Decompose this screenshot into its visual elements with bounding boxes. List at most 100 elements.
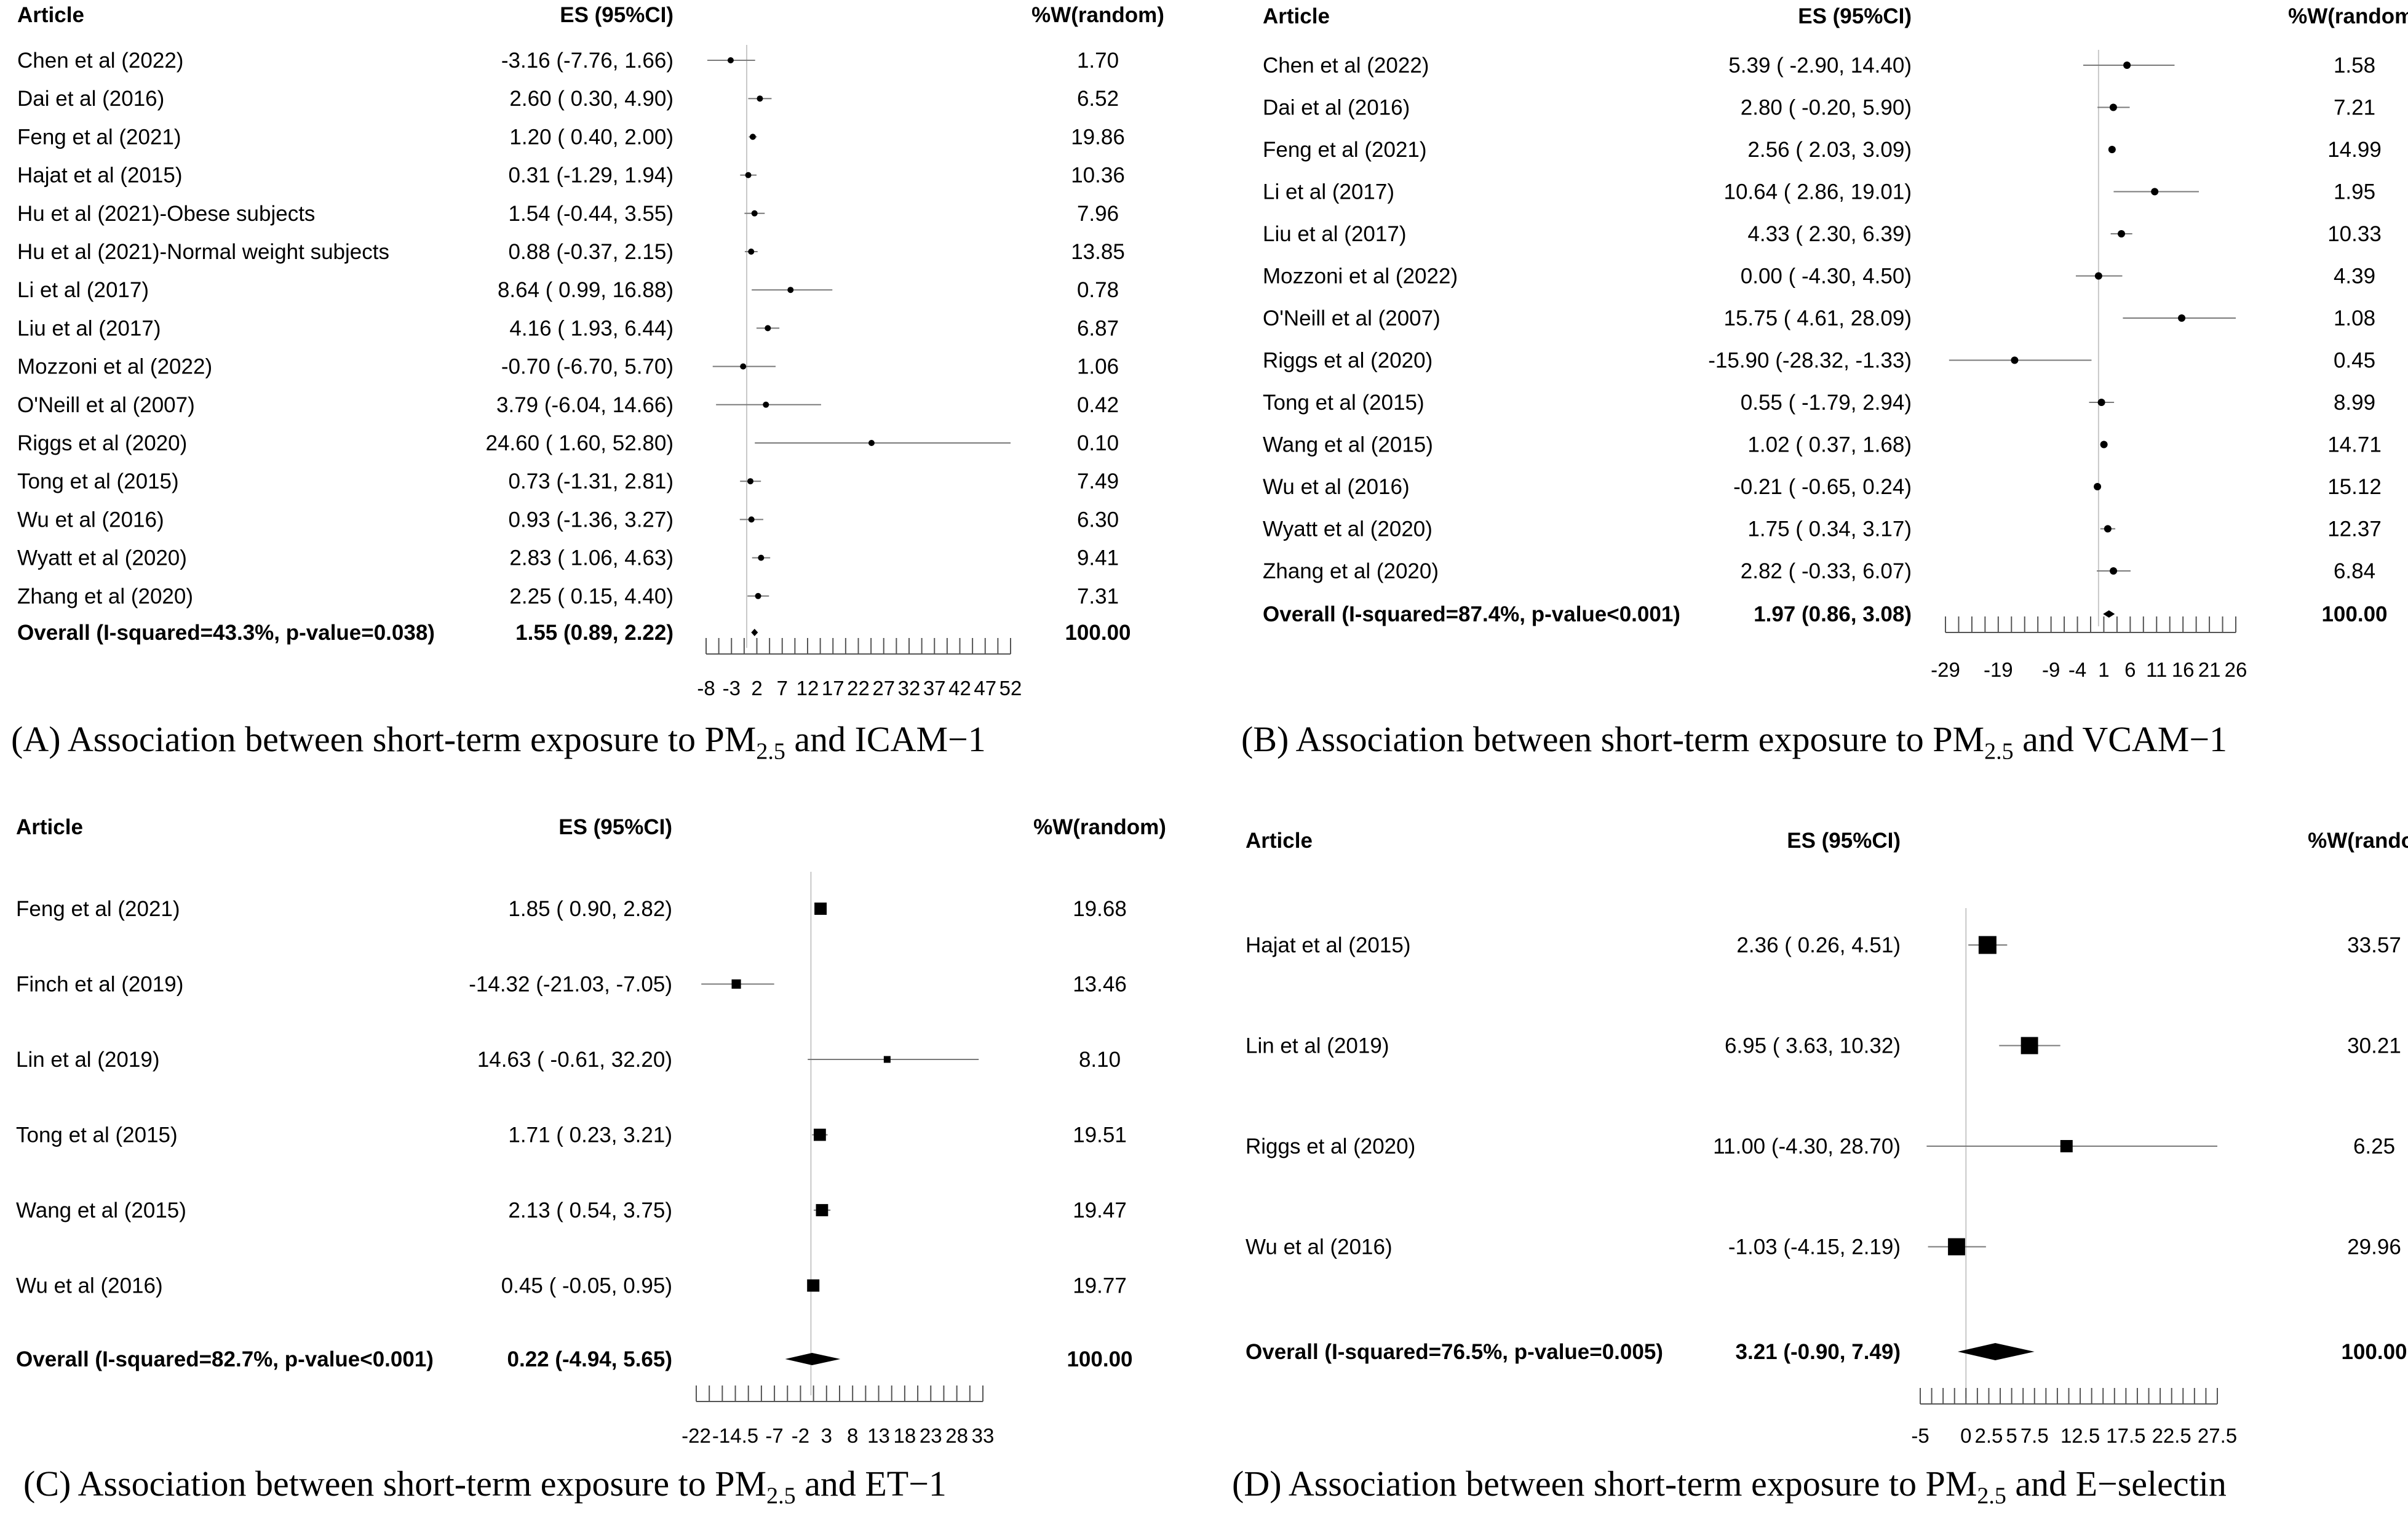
study-es-ci: 2.60 ( 0.30, 4.90) — [509, 87, 674, 111]
study-es-ci: 4.16 ( 1.93, 6.44) — [509, 316, 674, 340]
study-es-ci: -0.70 (-6.70, 5.70) — [501, 355, 674, 379]
point-estimate — [2151, 188, 2159, 196]
point-estimate — [2011, 356, 2019, 364]
x-tick-label: 17.5 — [2106, 1424, 2145, 1447]
overall-weight: 100.00 — [2321, 602, 2387, 626]
study-label: Zhang et al (2020) — [17, 584, 193, 608]
study-weight: 14.71 — [2327, 433, 2382, 457]
study-label: Hu et al (2021)-Obese subjects — [17, 202, 315, 226]
study-weight: 0.45 — [2334, 349, 2375, 373]
point-estimate — [2104, 525, 2112, 533]
study-es-ci: 0.88 (-0.37, 2.15) — [509, 240, 674, 264]
point-estimate — [763, 401, 769, 408]
point-estimate — [757, 95, 763, 102]
study-weight: 9.41 — [1077, 546, 1119, 570]
study-weight: 19.51 — [1073, 1123, 1127, 1147]
study-weight: 13.85 — [1071, 240, 1125, 264]
study-label: Wu et al (2016) — [1263, 475, 1410, 499]
x-tick-label: 52 — [999, 677, 1022, 700]
overall-diamond — [1957, 1343, 2035, 1360]
overall-diamond — [751, 629, 758, 636]
study-weight: 6.30 — [1077, 508, 1119, 532]
study-es-ci: 0.55 ( -1.79, 2.94) — [1741, 391, 1912, 415]
study-es-ci: 6.95 ( 3.63, 10.32) — [1725, 1034, 1901, 1058]
x-tick-label: 22 — [847, 677, 870, 700]
forest-plot-a: Article ES (95%CI) %W(random) Chen et al (2… — [0, 0, 1206, 708]
study-es-ci: 11.00 (-4.30, 28.70) — [1713, 1134, 1901, 1158]
point-estimate — [2060, 1140, 2073, 1152]
study-es-ci: -14.32 (-21.03, -7.05) — [469, 973, 672, 997]
x-tick-label: 33 — [972, 1424, 995, 1447]
study-weight: 1.58 — [2334, 54, 2375, 78]
study-label: Feng et al (2021) — [17, 125, 181, 149]
x-tick-label: 17 — [822, 677, 844, 700]
caption-d: (D) Association between short-term expos… — [1232, 1464, 2227, 1509]
study-weight: 6.52 — [1077, 87, 1119, 111]
point-estimate — [2178, 314, 2186, 322]
header-weight: %W(random) — [2288, 4, 2408, 28]
forest-plot-d: Article ES (95%CI) %W(random) Hajat et al (… — [1230, 800, 2408, 1447]
study-label: O'Neill et al (2007) — [1263, 306, 1440, 330]
x-tick-label: -2 — [792, 1424, 809, 1447]
point-estimate — [883, 1056, 891, 1063]
forest-plot-c: Article ES (95%CI) %W(random) Feng et al (2… — [0, 800, 1206, 1447]
x-tick-label: 26 — [2225, 658, 2247, 681]
x-tick-label: 5 — [2006, 1424, 2017, 1447]
study-es-ci: 2.13 ( 0.54, 3.75) — [508, 1198, 672, 1222]
x-tick-label: -4 — [2068, 658, 2086, 681]
point-estimate — [748, 516, 755, 523]
study-es-ci: -15.90 (-28.32, -1.33) — [1708, 349, 1912, 373]
x-tick-label: -5 — [1911, 1424, 1929, 1447]
header-weight: %W(random) — [1033, 815, 1166, 839]
point-estimate — [2094, 483, 2102, 490]
overall-es-ci: 1.97 (0.86, 3.08) — [1754, 602, 1912, 626]
point-estimate — [2094, 272, 2102, 280]
study-es-ci: 15.75 ( 4.61, 28.09) — [1724, 306, 1912, 330]
study-weight: 6.84 — [2334, 559, 2375, 583]
study-weight: 7.21 — [2334, 96, 2375, 120]
header-article: Article — [1246, 829, 1313, 853]
study-label: O'Neill et al (2007) — [17, 393, 195, 417]
study-label: Wu et al (2016) — [1246, 1235, 1393, 1259]
study-weight: 10.36 — [1071, 164, 1125, 188]
point-estimate — [2021, 1037, 2038, 1055]
x-tick-label: -29 — [1931, 658, 1960, 681]
study-label: Riggs et al (2020) — [1263, 349, 1432, 373]
study-es-ci: 10.64 ( 2.86, 19.01) — [1724, 180, 1912, 204]
caption-a: (A) Association between short-term expos… — [11, 719, 986, 765]
study-weight: 6.87 — [1077, 316, 1119, 340]
study-weight: 19.47 — [1073, 1198, 1127, 1222]
x-tick-label: 47 — [974, 677, 996, 700]
x-tick-label: 1 — [2098, 658, 2109, 681]
study-weight: 15.12 — [2327, 475, 2382, 499]
study-es-ci: 2.25 ( 0.15, 4.40) — [509, 584, 674, 608]
study-label: Dai et al (2016) — [1263, 96, 1410, 120]
x-tick-label: 37 — [923, 677, 946, 700]
study-label: Finch et al (2019) — [16, 973, 183, 997]
overall-weight: 100.00 — [2341, 1340, 2407, 1364]
study-es-ci: 1.20 ( 0.40, 2.00) — [509, 125, 674, 149]
study-es-ci: 0.93 (-1.36, 3.27) — [509, 508, 674, 532]
study-weight: 7.96 — [1077, 202, 1119, 226]
overall-diamond — [2103, 610, 2115, 618]
point-estimate — [748, 249, 755, 255]
x-tick-label: -7 — [765, 1424, 783, 1447]
study-label: Tong et al (2015) — [16, 1123, 178, 1147]
study-weight: 0.78 — [1077, 278, 1119, 302]
overall-es-ci: 3.21 (-0.90, 7.49) — [1736, 1340, 1901, 1364]
point-estimate — [2110, 567, 2118, 575]
study-weight: 29.96 — [2347, 1235, 2401, 1259]
point-estimate — [727, 57, 734, 63]
study-weight: 19.77 — [1073, 1274, 1127, 1298]
study-label: Dai et al (2016) — [17, 87, 164, 111]
forest-plot-b-svg: Article ES (95%CI) %W(random) Chen et al (2… — [1263, 4, 2408, 681]
study-es-ci: 1.85 ( 0.90, 2.82) — [508, 897, 672, 921]
point-estimate — [749, 134, 756, 140]
point-estimate — [755, 592, 761, 599]
point-estimate — [2118, 230, 2126, 237]
study-label: Feng et al (2021) — [16, 897, 180, 921]
x-tick-label: 22.5 — [2152, 1424, 2191, 1447]
study-weight: 0.10 — [1077, 431, 1119, 455]
study-weight: 10.33 — [2327, 222, 2382, 246]
point-estimate — [2097, 399, 2105, 406]
